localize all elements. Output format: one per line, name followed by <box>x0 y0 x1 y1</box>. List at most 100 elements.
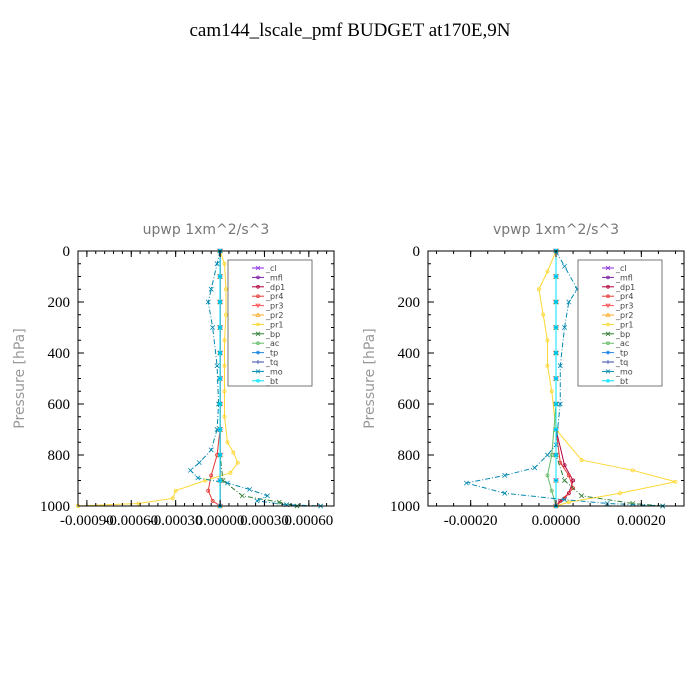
data-point <box>562 325 568 330</box>
data-point <box>571 486 576 491</box>
legend-marker <box>255 312 261 317</box>
series-line <box>466 250 663 507</box>
data-point <box>210 325 216 330</box>
chart-panel-2: vpwp 1xm^2/s^3 Pressure [hPa] 0 200 400 600 80… <box>362 222 685 529</box>
data-point <box>562 478 568 483</box>
legend-label: _pr1 <box>615 320 633 329</box>
data-point <box>247 486 253 492</box>
legend-label: _pr1 <box>265 320 283 329</box>
data-point <box>225 440 230 445</box>
x-tick-label: 0.00000 <box>532 513 581 529</box>
legend-marker <box>606 341 610 346</box>
data-point <box>228 470 233 475</box>
legend-label: _tq <box>265 358 278 367</box>
plot-title: vpwp 1xm^2/s^3 <box>493 222 619 238</box>
legend: _cl_mfl_dp1_pr4_pr3_pr2_pr1_bp_ac_tp_tq_… <box>577 259 663 387</box>
data-point <box>554 376 558 381</box>
data-point <box>554 478 558 483</box>
x-tick-label: 0.00000 <box>196 513 245 529</box>
data-point <box>566 491 571 496</box>
data-point <box>557 363 563 369</box>
y-tick-label: 400 <box>48 346 71 362</box>
legend-label: _ac <box>265 339 279 348</box>
data-point <box>566 299 572 305</box>
legend-label: _pr3 <box>265 302 283 311</box>
data-point <box>554 402 558 406</box>
data-point <box>224 287 228 292</box>
y-tick-label: 200 <box>398 295 421 311</box>
data-point <box>222 363 227 368</box>
data-point <box>224 480 230 486</box>
legend-marker <box>605 331 611 337</box>
x-tick-label: -0.00090 <box>60 513 114 529</box>
data-point <box>532 465 538 471</box>
data-point <box>206 488 211 493</box>
data-point <box>203 478 208 483</box>
data-point <box>549 389 554 394</box>
data-point <box>218 300 222 304</box>
data-point <box>214 261 220 267</box>
legend-marker <box>256 275 260 280</box>
legend-label: _ac <box>615 339 629 348</box>
data-point <box>554 274 558 279</box>
data-point <box>222 389 227 394</box>
legend-marker <box>605 265 611 271</box>
legend-marker <box>606 275 610 280</box>
legend-marker <box>606 284 610 289</box>
data-point <box>566 500 571 505</box>
legend-box <box>577 259 663 387</box>
x-tick-label: 0.00060 <box>284 513 333 529</box>
data-point <box>618 491 622 496</box>
legend-box <box>227 259 313 387</box>
legend-label: _tp <box>265 349 278 358</box>
series-line <box>189 250 321 507</box>
data-point <box>218 274 222 279</box>
legend-marker <box>255 303 261 309</box>
legend-label: _dp1 <box>265 283 285 292</box>
legend-marker <box>606 360 610 364</box>
legend-marker <box>256 378 260 383</box>
data-point <box>562 263 568 269</box>
data-point <box>195 475 201 481</box>
data-point <box>554 351 558 355</box>
data-point <box>544 452 550 458</box>
x-tick-label: -0.00020 <box>444 513 498 529</box>
data-point <box>208 286 214 292</box>
x-tick-label: 0.00030 <box>240 513 289 529</box>
data-point <box>224 312 228 317</box>
x-tick-label: 0.00020 <box>617 513 666 529</box>
data-point <box>562 463 567 468</box>
legend-label: _bt <box>265 377 278 386</box>
legend-marker <box>256 322 260 327</box>
legend-marker <box>606 350 610 355</box>
legend-marker <box>255 331 261 337</box>
data-point <box>463 480 469 486</box>
data-point <box>218 427 222 432</box>
data-point <box>222 338 227 343</box>
data-point <box>218 351 222 355</box>
series-mo <box>463 248 666 509</box>
y-tick-label: 600 <box>398 397 421 413</box>
legend-label: _mo <box>615 367 633 376</box>
data-point <box>170 496 175 501</box>
legend-label: _tp <box>615 349 628 358</box>
data-point <box>554 453 558 457</box>
x-tick-label: -0.00030 <box>149 513 203 529</box>
data-point <box>630 468 635 473</box>
data-point <box>218 478 222 483</box>
data-point <box>208 447 214 453</box>
legend-label: _cl <box>615 264 627 273</box>
y-tick-label: 800 <box>398 448 421 464</box>
data-point <box>218 453 222 457</box>
data-point <box>254 498 260 504</box>
data-point <box>549 453 554 457</box>
data-point <box>231 450 236 455</box>
data-point <box>218 376 222 381</box>
data-point <box>566 473 571 478</box>
figure-title: cam144_lscale_pmf BUDGET at170E,9N <box>189 20 511 41</box>
data-point <box>218 325 222 330</box>
legend-label: _mfl <box>615 273 633 282</box>
y-axis-label: Pressure [hPa] <box>362 328 378 428</box>
y-tick-label: 0 <box>63 244 71 260</box>
